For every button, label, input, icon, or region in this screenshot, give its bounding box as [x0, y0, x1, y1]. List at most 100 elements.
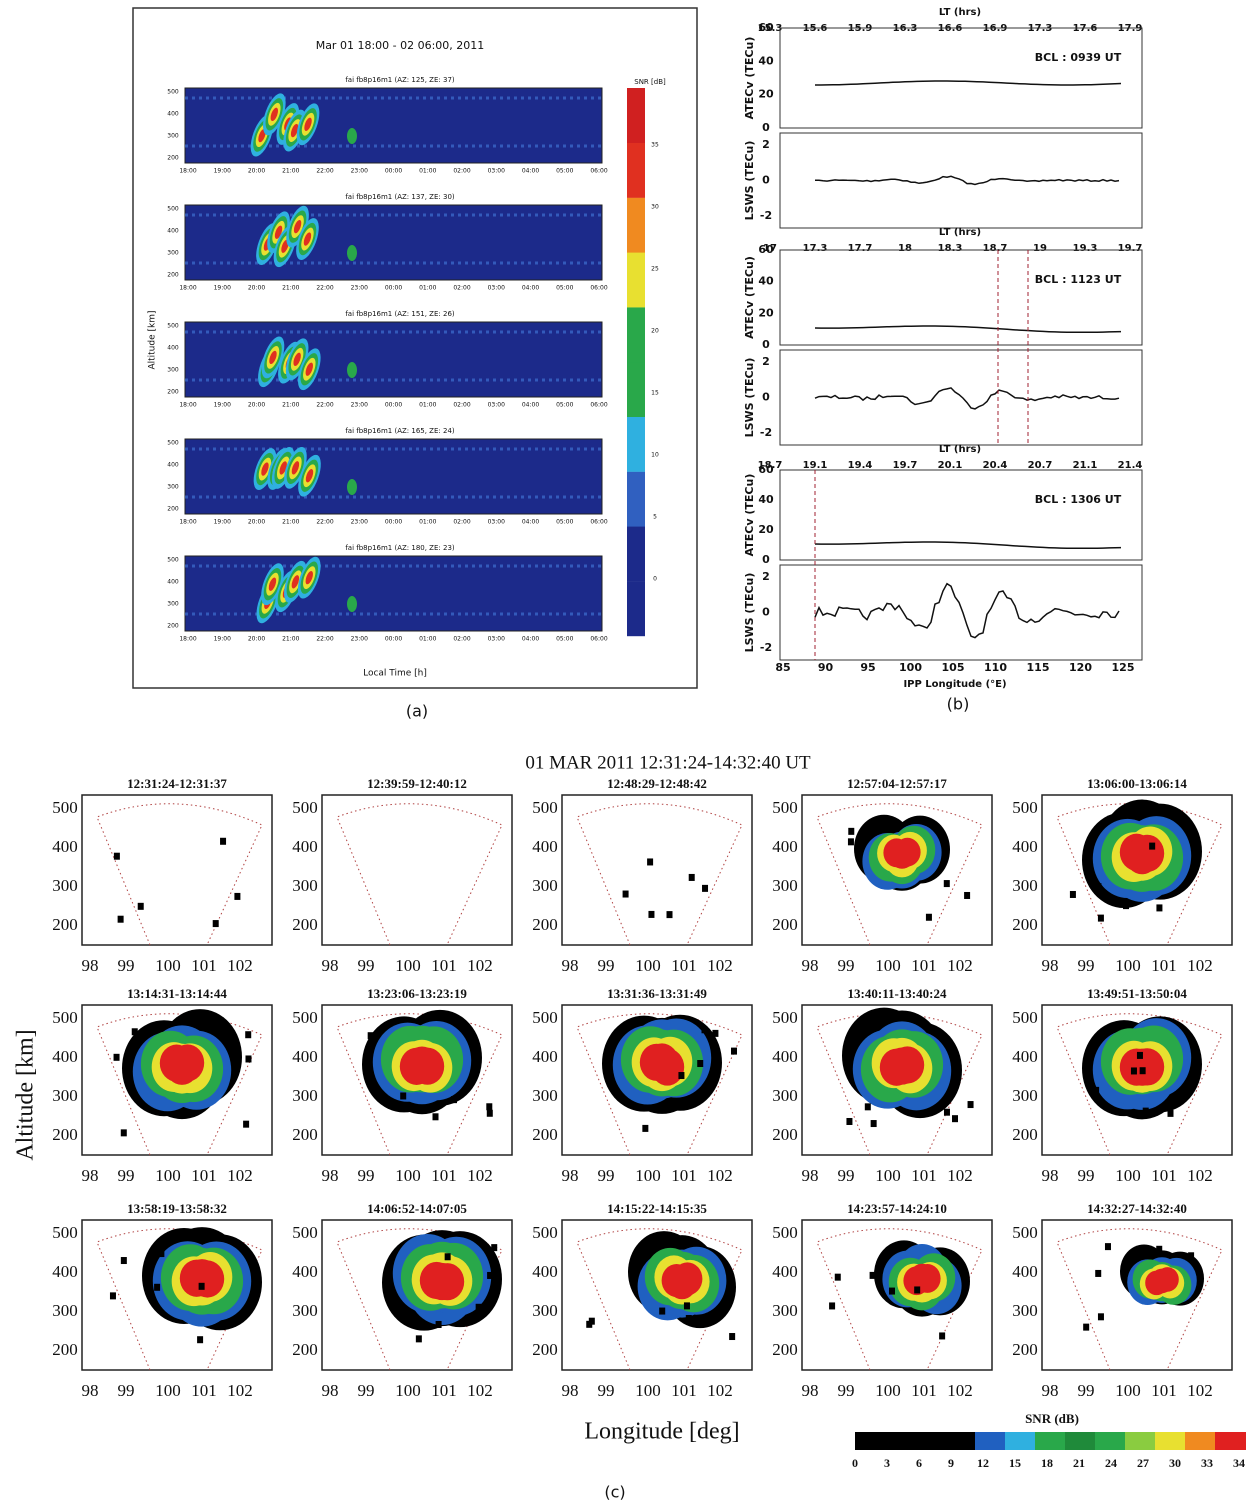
x-tick-label: 95 — [860, 661, 875, 674]
beam-fan — [96, 803, 263, 946]
echo — [1139, 1067, 1146, 1075]
y-tick-label: 500 — [52, 798, 78, 817]
lsws-axis-label: LSWS (TECu) — [743, 358, 756, 438]
lt-tick-label: 18.7 — [758, 460, 783, 471]
x-tick-label: 04:00 — [522, 168, 539, 175]
echo — [198, 1282, 205, 1290]
colorbar-cell — [1095, 1432, 1126, 1450]
echo — [648, 910, 655, 918]
y-tick-label: 200 — [1012, 1125, 1038, 1144]
y-axis-label: Altitude [km] — [148, 310, 158, 369]
bcl-label: BCL : 0939 UT — [1035, 51, 1122, 64]
echo — [864, 1103, 871, 1111]
x-tick-label: 99 — [118, 1166, 135, 1185]
colorbar-tick-label: 24 — [1105, 1456, 1117, 1470]
x-tick-label: 110 — [984, 661, 1007, 674]
echo — [268, 577, 277, 591]
x-tick-label: 98 — [1042, 1166, 1059, 1185]
y-tick-label: 400 — [772, 1047, 798, 1066]
y-tick-label: 200 — [772, 915, 798, 934]
subplot-label: fai fb8p16m1 (AZ: 137, ZE: 30) — [345, 193, 455, 201]
echo — [925, 913, 932, 921]
atec-curve — [814, 325, 1122, 334]
y-tick-label: 500 — [292, 1223, 318, 1242]
atec-tick-label: 40 — [758, 275, 774, 288]
x-tick-label: 101 — [671, 1166, 697, 1185]
x-tick-label: 21:00 — [282, 636, 299, 643]
x-tick-label: 101 — [431, 1166, 457, 1185]
echo — [1149, 842, 1156, 850]
echo — [1095, 883, 1102, 891]
x-tick-label: 23:00 — [351, 285, 368, 292]
atec-axes — [779, 27, 1143, 129]
y-tick-label: 200 — [167, 623, 179, 630]
x-tick-label: 100 — [395, 956, 421, 975]
colorbar-tick-label: 12 — [977, 1456, 989, 1470]
echo — [291, 575, 300, 589]
x-tick-label: 101 — [1151, 1166, 1177, 1185]
x-tick-label: 99 — [598, 1166, 615, 1185]
x-tick-label: 03:00 — [488, 402, 505, 409]
x-tick-label: 101 — [1151, 956, 1177, 975]
y-tick-label: 300 — [532, 1086, 558, 1105]
y-tick-label: 500 — [772, 1223, 798, 1242]
y-tick-label: 200 — [292, 1125, 318, 1144]
x-tick-label: 99 — [838, 1166, 855, 1185]
y-tick-label: 200 — [1012, 915, 1038, 934]
x-tick-label: 21:00 — [282, 285, 299, 292]
colorbar-cell — [945, 1432, 976, 1450]
echo — [270, 107, 279, 121]
echo — [1095, 1269, 1102, 1277]
x-tick-label: 102 — [947, 956, 973, 975]
x-tick-label: 20:00 — [248, 402, 265, 409]
x-tick-label: 22:00 — [316, 519, 333, 526]
caption: (a) — [406, 702, 428, 721]
colorbar-cell — [627, 88, 645, 143]
colorbar-tick-label: 27 — [1137, 1456, 1149, 1470]
x-tick-label: 99 — [598, 956, 615, 975]
y-axis-label: Altitude [km] — [13, 1029, 39, 1160]
subplot-title: 13:40:11-13:40:24 — [848, 986, 947, 1001]
echo — [415, 1335, 422, 1343]
subplot-label: fai fb8p16m1 (AZ: 125, ZE: 37) — [345, 76, 455, 84]
x-tick-label: 98 — [562, 956, 579, 975]
echo — [245, 1031, 252, 1039]
x-tick-label: 100 — [1115, 1166, 1141, 1185]
x-tick-label: 99 — [1078, 1166, 1095, 1185]
echo — [109, 1292, 116, 1300]
colorbar-tick-label: 35 — [651, 142, 659, 149]
echo — [1142, 1107, 1149, 1115]
x-tick-label: 04:00 — [522, 402, 539, 409]
y-tick-label: 300 — [292, 876, 318, 895]
top-axis-label: LT (hrs) — [939, 7, 981, 18]
atec-axis-label: ATECv (TECu) — [743, 474, 756, 557]
x-tick-label: 98 — [802, 1381, 819, 1400]
lt-tick-label: 17.3 — [803, 243, 828, 254]
y-tick-label: 400 — [167, 462, 179, 469]
echo — [400, 1092, 407, 1100]
echo — [347, 479, 357, 495]
atec-tick-label: 60 — [758, 243, 774, 256]
lt-tick-label: 21.4 — [1118, 460, 1143, 471]
atec-tick-label: 40 — [758, 493, 774, 506]
subplot-title: 13:49:51-13:50:04 — [1087, 986, 1187, 1001]
echo — [444, 1253, 451, 1261]
lsws-tick-label: 0 — [762, 174, 770, 187]
y-tick-label: 200 — [292, 915, 318, 934]
lt-tick-label: 18.3 — [938, 243, 963, 254]
x-tick-label: 99 — [118, 1381, 135, 1400]
lt-tick-label: 19.7 — [1118, 243, 1143, 254]
x-tick-label: 100 — [635, 1381, 661, 1400]
lt-tick-label: 19 — [1033, 243, 1047, 254]
colorbar-tick-label: 30 — [651, 204, 659, 211]
echo — [666, 911, 673, 919]
x-tick-label: 01:00 — [419, 285, 436, 292]
echo — [347, 596, 357, 612]
echo — [894, 837, 921, 867]
echo — [834, 1273, 841, 1281]
x-tick-label: 00:00 — [385, 636, 402, 643]
echo — [274, 225, 283, 239]
lsws-curve — [814, 582, 1120, 639]
echo — [914, 1286, 921, 1294]
colorbar-cell — [1185, 1432, 1216, 1450]
